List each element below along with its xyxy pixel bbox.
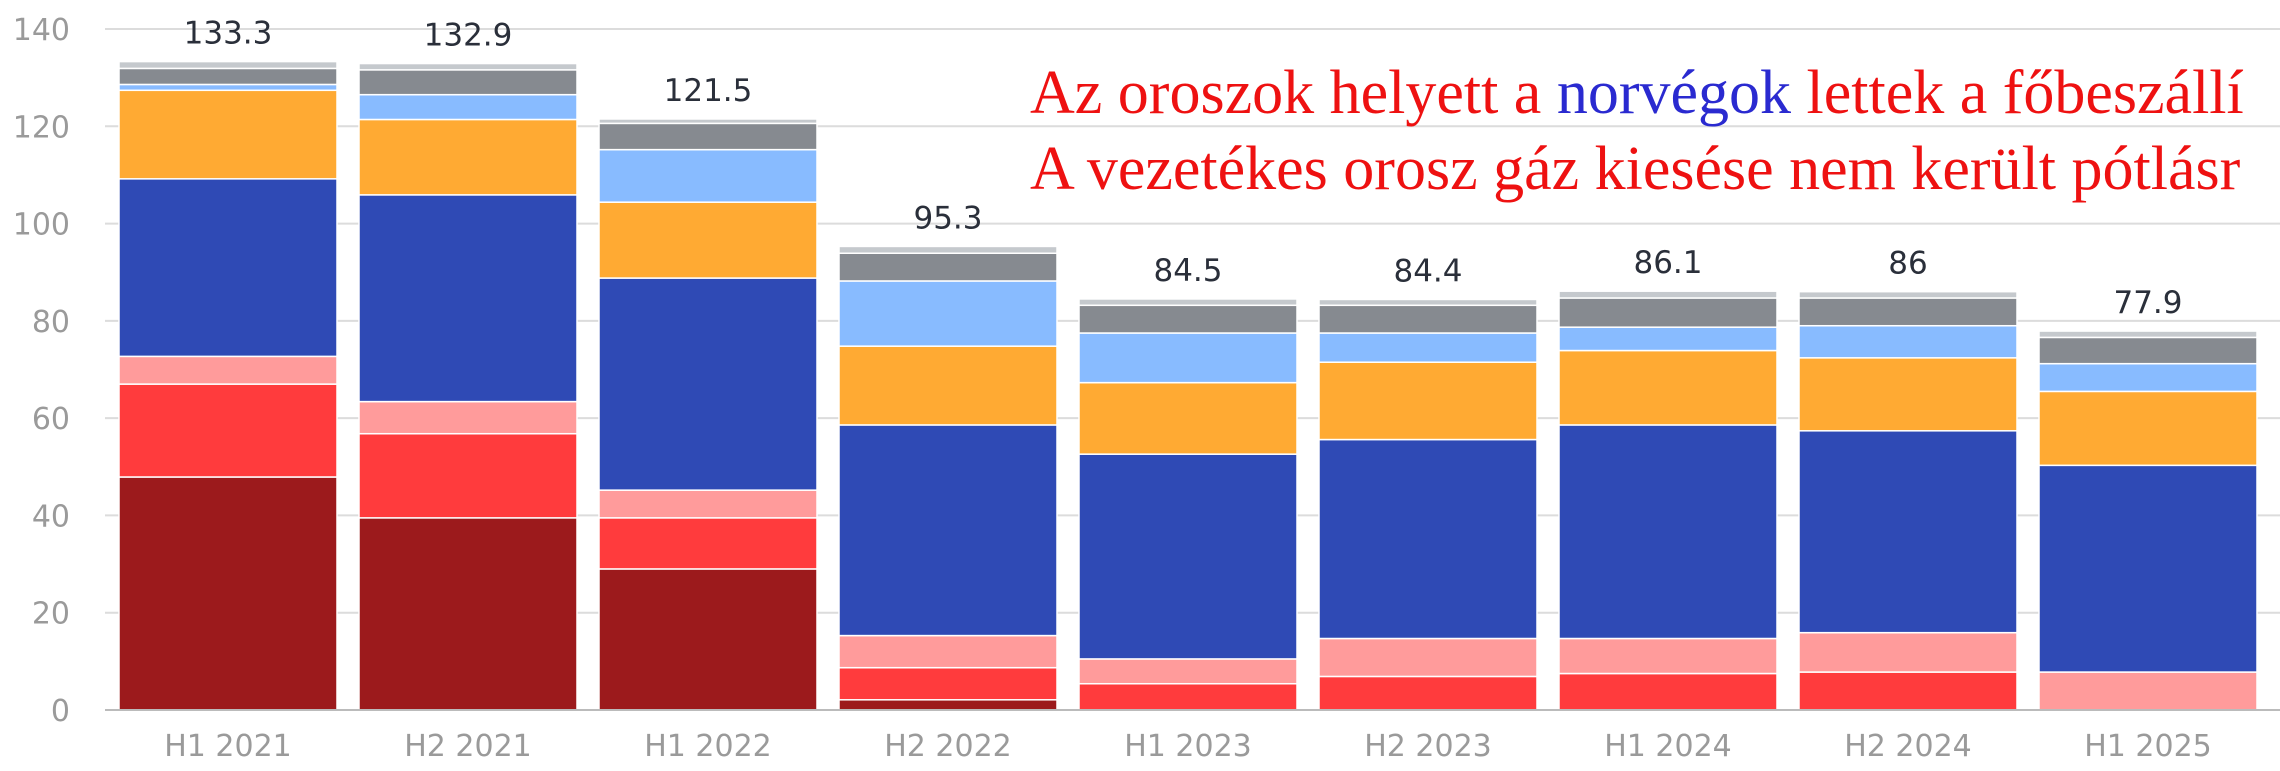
bar-segment <box>598 517 818 570</box>
y-tick-label: 120 <box>13 110 70 145</box>
bar-segment <box>118 178 338 358</box>
bar-segment <box>1798 290 2018 299</box>
annotation: A vezetékes orosz gáz kiesése nem került… <box>1030 135 2241 203</box>
bar-segment <box>598 277 818 491</box>
bar-segment <box>1798 671 2018 711</box>
bar-segment <box>118 83 338 92</box>
x-tick-label: H2 2024 <box>1844 729 1972 764</box>
bar-segment <box>1558 672 1778 711</box>
bar-segment <box>358 93 578 121</box>
bar-segment <box>1558 297 1778 328</box>
bar-segment <box>358 432 578 519</box>
bar-segment <box>1078 304 1298 334</box>
total-label: 121.5 <box>664 73 753 109</box>
bar-segment <box>2038 464 2258 673</box>
bar-segment <box>2038 362 2258 393</box>
bar-segment <box>2038 671 2258 711</box>
bar-segment <box>598 568 818 711</box>
annotation-part: norvégok <box>1557 59 1791 127</box>
bar-segment <box>2038 336 2258 365</box>
bar-segment <box>118 383 338 478</box>
bar-segment <box>838 252 1058 282</box>
y-tick-label: 60 <box>32 402 70 437</box>
x-tick-label: H2 2021 <box>404 729 532 764</box>
bar-segment <box>1318 298 1538 307</box>
bar-segment <box>838 280 1058 347</box>
annotation-part: Az oroszok helyett a <box>1030 59 1557 127</box>
bar-segment <box>1558 349 1778 426</box>
bar-segment <box>1318 438 1538 640</box>
bar-segment <box>118 89 338 180</box>
bar-segment <box>1558 326 1778 352</box>
y-tick-label: 40 <box>32 499 70 534</box>
total-label: 86.1 <box>1633 245 1702 281</box>
bar-segment <box>358 118 578 196</box>
bar-segment <box>1078 381 1298 455</box>
bar-segment <box>838 245 1058 254</box>
total-label: 84.5 <box>1153 253 1222 289</box>
bar-segment <box>1318 637 1538 678</box>
bar-segment <box>1558 290 1778 299</box>
bar-segment <box>1798 631 2018 673</box>
bar-segment <box>838 699 1058 711</box>
y-tick-label: 20 <box>32 597 70 632</box>
bar-segment <box>1078 682 1298 711</box>
x-tick-label: H1 2024 <box>1604 729 1732 764</box>
bar-segment <box>358 517 578 711</box>
bar-segment <box>358 194 578 403</box>
bar-segment <box>598 201 818 279</box>
bar-segment <box>1558 637 1778 675</box>
total-label: 95.3 <box>913 200 982 236</box>
total-label: 77.9 <box>2113 285 2182 321</box>
bar-segment <box>1078 332 1298 384</box>
bar-segment <box>598 148 818 203</box>
bar-segment <box>118 476 338 711</box>
bar-segment <box>1798 324 2018 359</box>
bar-segment <box>1798 297 2018 327</box>
bar-segment <box>1318 332 1538 363</box>
x-tick-label: H1 2023 <box>1124 729 1252 764</box>
bar-segment <box>838 666 1058 701</box>
y-tick-label: 140 <box>13 13 70 48</box>
bar-segment <box>118 60 338 70</box>
bar-segment <box>838 424 1058 637</box>
x-tick-label: H2 2023 <box>1364 729 1492 764</box>
bar-segment <box>358 400 578 435</box>
total-label: 84.4 <box>1393 253 1462 289</box>
total-label: 132.9 <box>424 18 513 54</box>
bar-segment <box>1558 424 1778 640</box>
bar-segment <box>1318 361 1538 441</box>
x-tick-label: H1 2021 <box>164 729 292 764</box>
bar-segment <box>838 345 1058 426</box>
total-label: 86 <box>1888 246 1927 282</box>
x-tick-label: H2 2022 <box>884 729 1012 764</box>
y-tick-label: 80 <box>32 305 70 340</box>
annotation: Az oroszok helyett a norvégok lettek a f… <box>1030 59 2244 127</box>
bar-segment <box>358 62 578 71</box>
bar-segment <box>2038 330 2258 339</box>
bar-segment <box>2038 390 2258 467</box>
bar-segment <box>118 355 338 385</box>
bar-segment <box>598 122 818 151</box>
bar-segment <box>1078 453 1298 660</box>
bar-segment <box>358 69 578 96</box>
bar-segment <box>838 634 1058 669</box>
total-label: 133.3 <box>184 16 273 52</box>
y-tick-label: 0 <box>51 694 70 729</box>
annotation-part: lettek a főbeszállí <box>1791 59 2244 127</box>
bar-segment <box>1318 675 1538 711</box>
bar-segment <box>598 489 818 519</box>
bar-segment <box>598 118 818 125</box>
y-tick-label: 100 <box>13 208 70 243</box>
x-tick-label: H1 2022 <box>644 729 772 764</box>
bar-segment <box>1798 357 2018 432</box>
annotation-part: A vezetékes orosz gáz kiesése nem került… <box>1030 135 2241 203</box>
bar-segment <box>1798 430 2018 634</box>
bar-segment <box>1078 298 1298 307</box>
bar-segment <box>1078 658 1298 685</box>
x-tick-label: H1 2025 <box>2084 729 2212 764</box>
bar-segment <box>118 67 338 86</box>
bar-segment <box>1318 304 1538 334</box>
